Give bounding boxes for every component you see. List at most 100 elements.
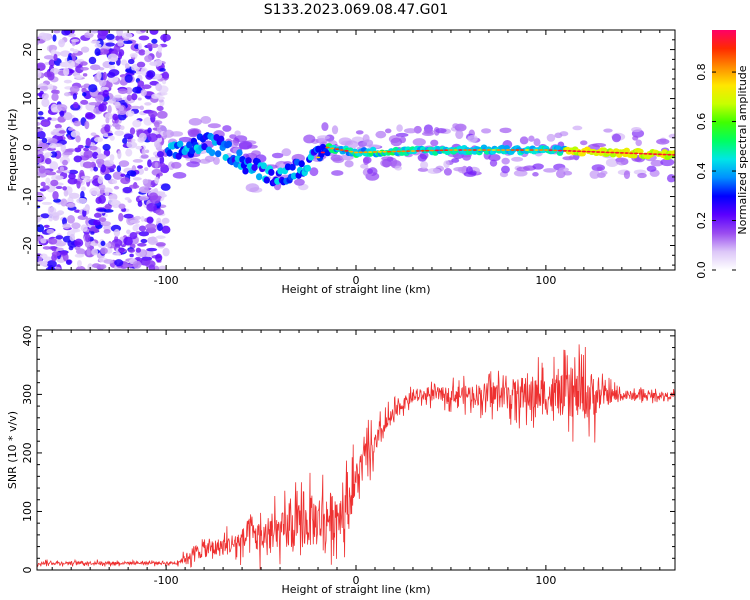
heatmap-cell: [331, 125, 339, 135]
heatmap-cell: [138, 231, 150, 237]
heatmap-cell: [63, 92, 71, 97]
heatmap-cell: [134, 215, 142, 221]
heatmap-cell: [222, 125, 232, 132]
heatmap-cell: [96, 71, 102, 80]
heatmap-cell: [97, 161, 102, 168]
heatmap-cell: [46, 228, 55, 234]
x-tick-label: 0: [353, 574, 360, 587]
heatmap-cell: [147, 236, 158, 246]
heatmap-cell: [107, 104, 112, 114]
heatmap-cell: [150, 43, 159, 49]
heatmap-cell: [37, 260, 48, 266]
heatmap-cell: [251, 150, 261, 157]
heatmap-cell: [188, 118, 202, 126]
heatmap-ridge: [524, 149, 530, 151]
heatmap-cell: [118, 105, 125, 112]
heatmap-cell: [47, 137, 58, 144]
heatmap-cell: [154, 161, 159, 169]
bottom-x-ticks: -100 0 100: [51, 330, 661, 587]
heatmap-cell: [580, 140, 588, 146]
heatmap-cell: [611, 133, 622, 143]
heatmap-cell: [501, 157, 510, 165]
heatmap-ridge: [486, 149, 492, 151]
heatmap-cell: [563, 170, 573, 176]
heatmap-cell: [40, 181, 46, 187]
heatmap-cell: [46, 260, 57, 268]
heatmap-cell: [121, 32, 133, 39]
heatmap-ridge: [462, 149, 468, 151]
chart-title: S133.2023.069.08.47.G01: [264, 2, 449, 18]
heatmap-cell: [489, 159, 498, 167]
heatmap-cell: [129, 253, 134, 258]
y-tick-label: -10: [21, 188, 34, 206]
heatmap-cell: [109, 154, 115, 162]
heatmap-cell: [156, 150, 164, 158]
heatmap-cell: [42, 185, 50, 190]
heatmap-cell: [123, 213, 134, 219]
heatmap-cell: [260, 162, 267, 170]
heatmap-cell: [145, 149, 150, 154]
heatmap-ridge: [605, 151, 610, 154]
heatmap-cell: [443, 168, 452, 176]
heatmap-cell: [97, 176, 104, 184]
heatmap-cell: [108, 61, 116, 65]
heatmap-cell: [59, 251, 68, 256]
heatmap-cell: [85, 137, 91, 147]
heatmap-cell: [62, 186, 68, 191]
heatmap-cell: [200, 116, 212, 124]
heatmap-cell: [309, 167, 319, 177]
heatmap-cell: [63, 189, 69, 197]
heatmap-cell: [172, 172, 187, 179]
heatmap-cell: [63, 112, 73, 121]
heatmap-cell: [144, 102, 152, 106]
heatmap-ridge: [600, 151, 606, 154]
heatmap-cell: [467, 135, 478, 143]
heatmap-cell: [116, 30, 124, 37]
heatmap-cell: [156, 223, 163, 232]
heatmap-cell: [124, 74, 133, 83]
heatmap-cell: [93, 166, 98, 172]
heatmap-ridge: [548, 149, 553, 152]
heatmap-cell: [44, 158, 52, 165]
heatmap-cell: [603, 128, 613, 133]
heatmap-cell: [199, 158, 211, 164]
heatmap-ridge: [652, 153, 658, 156]
heatmap-cell: [138, 49, 146, 56]
heatmap-ridge: [477, 149, 482, 151]
heatmap-cell: [390, 137, 403, 147]
heatmap-cell: [138, 225, 147, 232]
heatmap-cell: [108, 193, 118, 201]
heatmap-cell: [138, 43, 143, 50]
heatmap-ridge: [519, 149, 525, 151]
heatmap-cell: [513, 169, 528, 177]
heatmap-cell: [37, 122, 41, 126]
heatmap-cell: [153, 73, 163, 80]
heatmap-cell: [88, 102, 99, 106]
heatmap-cell: [147, 133, 158, 143]
heatmap-cell: [79, 169, 85, 178]
heatmap-cell: [151, 93, 161, 99]
heatmap-cell: [120, 173, 126, 177]
heatmap-cell: [511, 156, 524, 162]
heatmap-cell: [144, 167, 149, 171]
heatmap-cell: [137, 165, 143, 169]
heatmap-cell: [52, 34, 57, 42]
heatmap-cell: [62, 223, 71, 230]
heatmap-cell: [103, 229, 111, 234]
heatmap-cell: [37, 69, 42, 78]
heatmap-cell: [147, 127, 152, 134]
heatmap-cell: [42, 246, 52, 250]
heatmap-cell: [111, 179, 118, 184]
heatmap-ridge: [396, 150, 401, 153]
heatmap-cell: [148, 192, 159, 201]
heatmap-cell: [39, 85, 50, 90]
heatmap-cell: [213, 156, 220, 165]
heatmap-cell: [236, 149, 243, 157]
heatmap-cell: [118, 212, 124, 222]
heatmap-ridge: [619, 151, 625, 154]
heatmap-ridge: [543, 149, 549, 151]
heatmap-cell: [72, 93, 78, 100]
heatmap-cell: [80, 224, 88, 232]
heatmap-cell: [225, 140, 232, 148]
heatmap-cell: [331, 170, 344, 176]
